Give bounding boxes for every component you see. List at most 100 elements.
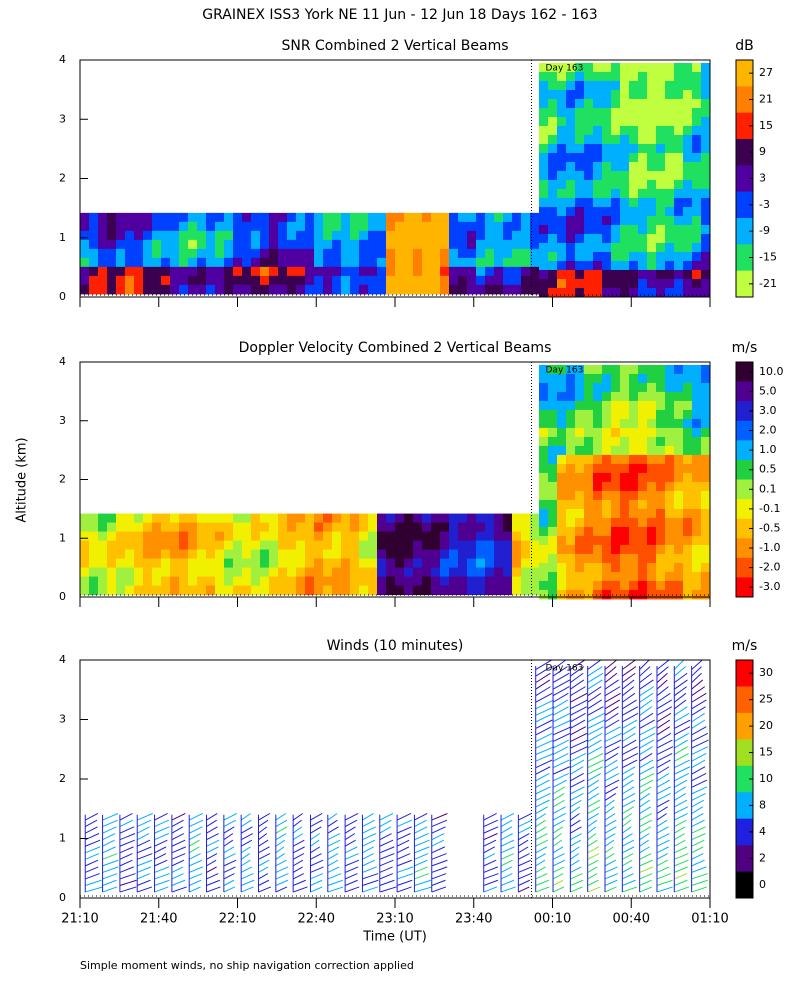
field-cell [656,562,666,573]
field-cell [629,224,639,235]
wind-barb [691,672,702,683]
field-cell [260,585,270,596]
field-cell [440,221,450,232]
wind-barb [656,819,668,828]
wind-barb [414,853,429,860]
field-cell [638,571,648,582]
field-cell [323,540,333,551]
wind-barb [310,833,321,841]
field-cell [575,508,585,519]
wind-barb [604,666,617,677]
field-cell [170,239,180,250]
wind-barb [518,873,532,880]
field-cell [296,522,306,533]
field-cell [602,278,612,289]
field-cell [692,80,702,91]
field-cell [161,266,171,277]
colorbar-segment [736,499,753,519]
field-cell [467,522,477,533]
field-cell [512,558,522,569]
field-cell [638,215,648,226]
field-cell [620,125,630,136]
field-cell [557,206,567,217]
wind-barb [396,873,414,880]
field-cell [233,540,243,551]
wind-barb [552,726,572,736]
field-cell [98,275,108,286]
wind-barb [258,839,269,847]
field-cell [89,585,99,596]
wind-barb [604,839,615,847]
wind-barb [500,839,515,847]
wind-barb [379,859,394,867]
field-cell [692,562,702,573]
field-cell [377,567,387,578]
wind-barb [379,866,393,873]
field-cell [125,248,135,259]
field-cell [485,576,495,587]
field-cell [422,558,432,569]
field-cell [494,522,504,533]
wind-barb [674,833,685,841]
field-cell [656,62,666,73]
field-cell [125,266,135,277]
wind-barb [622,826,632,834]
field-cell [620,278,630,289]
field-cell [152,275,162,286]
field-cell [557,179,567,190]
field-cell [503,513,513,524]
field-cell [404,558,414,569]
field-cell [107,239,117,250]
field-cell [584,260,594,271]
field-cell [359,275,369,286]
wind-barb [674,679,688,690]
wind-barb [691,706,706,716]
field-cell [431,257,441,268]
field-cell [656,251,666,262]
field-cell [701,62,711,73]
field-cell [143,221,153,232]
field-cell [683,391,693,402]
field-cell [593,287,603,298]
field-cell [386,513,396,524]
field-cell [575,445,585,456]
field-cell [350,531,360,542]
field-cell [548,391,558,402]
field-cell [557,544,567,555]
field-cell [575,571,585,582]
field-cell [611,580,621,591]
field-cell [638,62,648,73]
field-cell [98,257,108,268]
wind-barb [188,833,201,841]
field-cell [80,558,90,569]
field-cell [566,427,576,438]
wind-barb [691,719,706,729]
field-cell [665,400,675,411]
field-cell [566,161,576,172]
field-cell [557,373,567,384]
field-cell [188,585,198,596]
wind-barb [570,672,584,684]
field-cell [404,284,414,295]
wind-barb [119,846,134,854]
field-cell [638,481,648,492]
field-cell [143,549,153,560]
field-cell [575,62,585,73]
field-cell [377,239,387,250]
field-cell [701,107,711,118]
field-cell [584,287,594,298]
field-cell [629,400,639,411]
field-cell [566,215,576,226]
wind-barb [102,826,117,834]
field-cell [305,212,315,223]
field-cell [107,558,117,569]
field-cell [584,508,594,519]
field-cell [656,544,666,555]
wind-barb [362,833,377,841]
field-cell [476,266,486,277]
colorbar-segment [736,60,753,87]
field-cell [548,544,558,555]
field-cell [602,409,612,420]
field-cell [170,522,180,533]
field-cell [215,549,225,560]
